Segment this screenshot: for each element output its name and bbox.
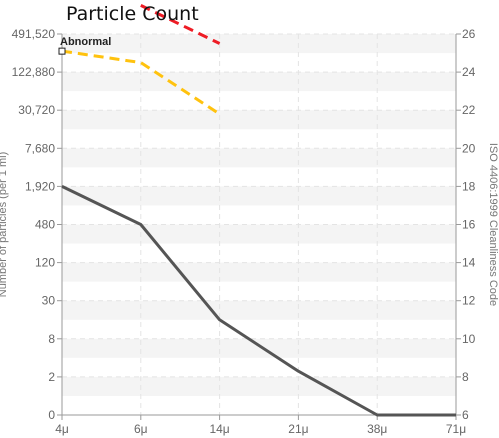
chart-lines — [58, 4, 456, 417]
x-tick-label: 14μ — [209, 422, 229, 436]
band — [62, 262, 456, 282]
y-left-tick-label: 8 — [48, 332, 55, 346]
y-left-tick-label: 30,720 — [18, 103, 55, 117]
y-left-tick-label: 122,880 — [12, 65, 56, 79]
y-left-tick-label: 2 — [48, 370, 55, 384]
chart-labels: 0 2 8 30 120 480 1,920 7,680 30,720 122,880 491,52… — [0, 27, 499, 436]
y-left-tick-label: 30 — [42, 294, 56, 308]
y-right-tick-label: 16 — [462, 218, 476, 232]
y-right-tick-label: 10 — [462, 332, 476, 346]
y-right-tick-label: 6 — [462, 408, 469, 422]
band — [62, 34, 456, 54]
x-tick-label: 71μ — [446, 422, 466, 436]
y-right-tick-label: 18 — [462, 179, 476, 193]
y-right-tick-label: 14 — [462, 256, 476, 270]
x-tick-label: 4μ — [55, 422, 69, 436]
y-left-tick-label: 120 — [35, 256, 55, 270]
band — [62, 72, 456, 92]
y-left-tick-label: 1,920 — [25, 179, 55, 193]
y-right-tick-label: 26 — [462, 27, 476, 41]
y-left-tick-label: 0 — [48, 408, 55, 422]
abnormal-label: Abnormal — [60, 36, 111, 48]
band — [62, 110, 456, 130]
y-left-axis-title: Number of particles (per 1 ml) — [0, 152, 9, 298]
series-line-measured — [61, 185, 456, 417]
x-tick-label: 21μ — [288, 422, 308, 436]
y-left-tick-label: 491,520 — [12, 27, 56, 41]
y-right-tick-label: 8 — [462, 370, 469, 384]
band — [62, 148, 456, 168]
y-right-tick-label: 20 — [462, 141, 476, 155]
y-right-tick-label: 22 — [462, 103, 476, 117]
band — [62, 300, 456, 320]
band — [62, 186, 456, 206]
y-right-axis-title: ISO 4406:1999 Cleanliness Code — [487, 143, 499, 306]
series-line-critical-limit — [140, 4, 221, 45]
y-right-tick-label: 24 — [462, 65, 476, 79]
band — [62, 338, 456, 358]
y-right-tick-label: 12 — [462, 294, 476, 308]
chart-title: Particle Count — [66, 3, 199, 25]
x-tick-label: 38μ — [367, 422, 387, 436]
band — [62, 224, 456, 244]
x-tick-label: 6μ — [134, 422, 148, 436]
band — [62, 376, 456, 396]
y-left-tick-label: 480 — [35, 218, 55, 232]
abnormal-marker — [58, 47, 66, 55]
y-left-tick-label: 7,680 — [25, 141, 55, 155]
